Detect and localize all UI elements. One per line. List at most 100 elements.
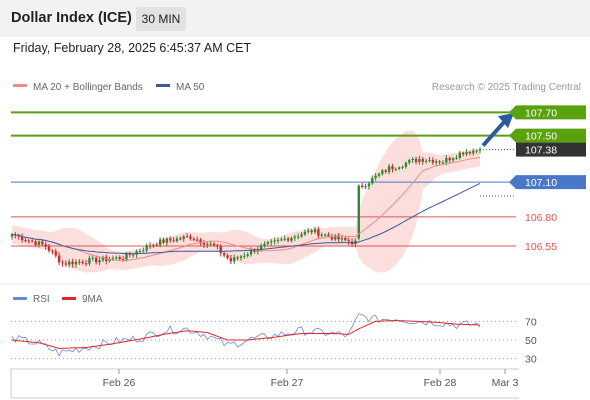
- rsi-tick-label: 70: [525, 316, 537, 328]
- candle-body: [320, 234, 323, 236]
- time-tick-label: Feb 26: [103, 377, 136, 389]
- candle-body: [310, 230, 313, 233]
- candle-body: [152, 244, 155, 247]
- candle-body: [17, 235, 20, 237]
- candle-body: [91, 257, 95, 259]
- candle-body: [132, 254, 135, 256]
- candle-body: [24, 240, 27, 242]
- candle-body: [313, 229, 317, 233]
- candle-body: [428, 159, 431, 161]
- candle-body: [360, 185, 364, 188]
- rsi-legend-label: RSI: [33, 294, 50, 305]
- candle-body: [158, 239, 162, 245]
- candle-body: [74, 261, 78, 265]
- current-price-label: 107.38: [525, 145, 557, 157]
- candle-body: [138, 251, 142, 253]
- ma9-legend-label: 9MA: [82, 294, 103, 305]
- candle-body: [37, 241, 41, 245]
- candle-body: [300, 234, 303, 237]
- candle-body: [290, 237, 293, 241]
- candle-body: [175, 238, 179, 242]
- rsi-tick-label: 30: [525, 354, 537, 366]
- candle-body: [61, 262, 64, 264]
- candle-body: [41, 241, 44, 245]
- candle-body: [424, 160, 428, 162]
- resistance-label: 107.70: [525, 107, 557, 119]
- candle-body: [233, 257, 236, 262]
- candle-body: [71, 261, 74, 265]
- candle-body: [222, 253, 226, 256]
- candle-body: [421, 158, 424, 162]
- support-label: 106.55: [525, 241, 557, 253]
- candle-body: [54, 251, 57, 256]
- candle-body: [192, 238, 196, 240]
- timeframe-badge[interactable]: 30 MIN: [136, 7, 186, 31]
- candle-body: [249, 249, 253, 255]
- candle-body: [296, 236, 300, 238]
- candle-body: [226, 255, 229, 259]
- forecast-arrow-head: [498, 113, 514, 129]
- candle-body: [451, 158, 455, 161]
- candle-body: [381, 170, 384, 174]
- candle-body: [475, 150, 478, 152]
- candle-body: [20, 236, 24, 241]
- candle-body: [431, 159, 435, 163]
- candle-body: [357, 185, 360, 239]
- candle-body: [340, 237, 344, 240]
- ma20-legend-swatch: [13, 84, 27, 87]
- candle-body: [165, 238, 169, 243]
- candle-body: [397, 167, 401, 169]
- current-price-tag: [516, 142, 586, 157]
- forecast-arrow-icon: [481, 113, 514, 147]
- candle-body: [118, 257, 121, 260]
- candle-body: [51, 250, 54, 252]
- candle-body: [209, 243, 212, 245]
- ma50-legend-label: MA 50: [176, 82, 205, 93]
- candle-body: [216, 245, 219, 247]
- candle-body: [293, 236, 297, 238]
- candle-body: [461, 152, 465, 155]
- candle-body: [283, 238, 286, 240]
- time-axis: Feb 26 Feb 27 Feb 28 Mar 3: [10, 368, 519, 399]
- candle-body: [371, 177, 374, 184]
- candles: [10, 147, 482, 268]
- rsi-panel: 70 50 30: [11, 313, 537, 366]
- candle-body: [206, 243, 209, 245]
- candle-body: [142, 250, 145, 252]
- candle-body: [44, 244, 47, 247]
- candle-body: [219, 246, 222, 254]
- candle-body: [286, 238, 290, 241]
- candle-body: [111, 258, 115, 260]
- candle-body: [125, 253, 128, 260]
- candle-body: [148, 245, 152, 247]
- time-tick-label: Mar 3: [492, 377, 519, 389]
- candle-body: [468, 151, 472, 154]
- rsi-line: [11, 313, 481, 357]
- candle-body: [266, 242, 270, 244]
- rsi-ma-line: [11, 319, 481, 349]
- candle-body: [182, 236, 185, 239]
- candle-body: [31, 240, 34, 242]
- candle-body: [435, 161, 438, 163]
- candle-body: [441, 162, 445, 164]
- candle-body: [101, 256, 105, 261]
- candle-body: [280, 239, 283, 241]
- candle-body: [236, 257, 239, 259]
- resistance-tag: [509, 105, 586, 120]
- instrument-title: Dollar Index (ICE): [11, 10, 132, 26]
- candle-body: [273, 240, 276, 242]
- candle-body: [330, 236, 334, 240]
- candle-body: [108, 259, 111, 261]
- candle-body: [239, 256, 243, 259]
- ma20-legend-label: MA 20 + Bollinger Bands: [33, 82, 143, 93]
- candle-body: [411, 158, 414, 161]
- candle-body: [387, 166, 391, 172]
- candle-body: [68, 261, 71, 265]
- candle-body: [448, 157, 451, 161]
- candle-body: [57, 255, 61, 263]
- candle-body: [47, 246, 51, 251]
- credit-text: Research © 2025 Trading Central: [432, 82, 581, 93]
- candle-body: [327, 234, 330, 237]
- ma9-legend-swatch: [62, 297, 76, 300]
- timestamp: Friday, February 28, 2025 6:45:37 AM CET: [13, 41, 252, 55]
